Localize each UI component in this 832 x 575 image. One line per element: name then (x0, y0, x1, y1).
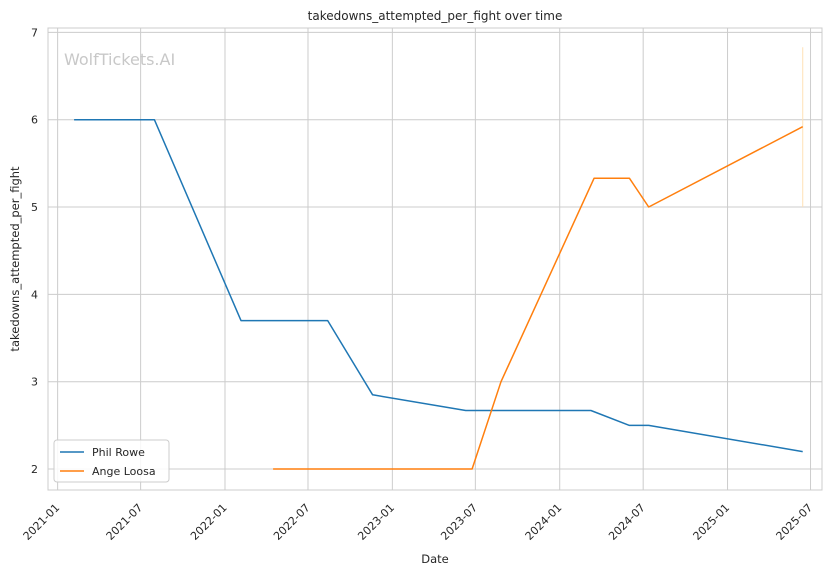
x-tick-label: 2024-01 (523, 501, 565, 543)
x-tick-label: 2022-01 (188, 501, 230, 543)
y-axis-title: takedowns_attempted_per_fight (8, 166, 22, 352)
x-tick-label: 2021-01 (21, 501, 63, 543)
y-tick-label: 4 (31, 288, 38, 301)
y-tick-label: 3 (31, 376, 38, 389)
x-tick-label: 2023-07 (438, 501, 480, 543)
y-tick-label: 6 (31, 114, 38, 127)
x-tick-label: 2023-01 (355, 501, 397, 543)
y-tick-label: 7 (31, 26, 38, 39)
x-tick-label: 2025-01 (691, 501, 733, 543)
x-axis-ticks: 2021-01 2021-07 2022-01 2022-07 2023-01 2023-… (21, 501, 816, 543)
x-tick-label: 2025-07 (774, 501, 816, 543)
watermark: WolfTickets.AI (64, 50, 175, 69)
y-tick-label: 5 (31, 201, 38, 214)
y-tick-label: 2 (31, 463, 38, 476)
legend-label: Ange Loosa (92, 465, 156, 478)
series-layer (74, 118, 804, 470)
y-axis-ticks: 2 3 4 5 6 7 (31, 26, 38, 476)
series-line-2 (273, 126, 804, 470)
x-tick-label: 2024-07 (606, 501, 648, 543)
plot-frame (47, 27, 823, 491)
legend-label: Phil Rowe (92, 446, 145, 459)
grid (48, 28, 822, 490)
x-axis-title: Date (421, 552, 449, 566)
legend: Phil Rowe Ange Loosa (53, 439, 170, 483)
chart-title: takedowns_attempted_per_fight over time (308, 9, 563, 23)
series-line-1 (74, 118, 803, 453)
x-tick-label: 2021-07 (104, 501, 146, 543)
x-tick-label: 2022-07 (271, 501, 313, 543)
